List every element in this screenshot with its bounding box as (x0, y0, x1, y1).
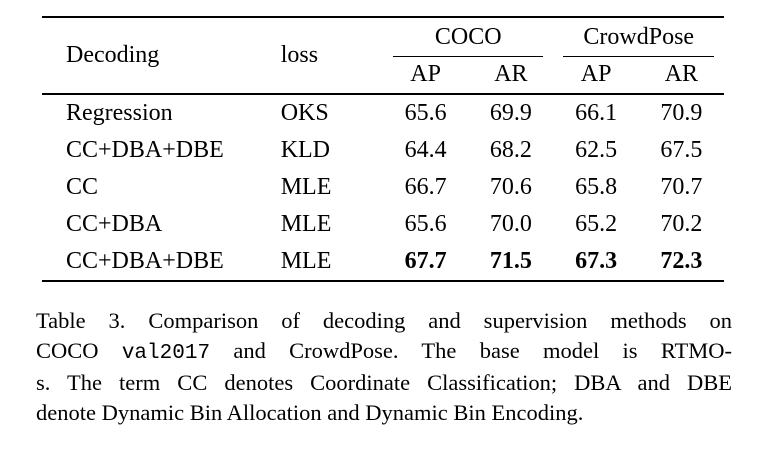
header-group-row: Decoding loss COCO CrowdPose (42, 17, 724, 68)
value-cell: 68.2 (489, 137, 532, 163)
header-group-coco: COCO (383, 17, 554, 57)
value-cell: 66.1 (575, 100, 618, 126)
header-group-coco-label: COCO (392, 18, 544, 57)
decoding-cell: CC+DBA+DBE (66, 248, 224, 274)
decoding-cell: CC+DBA (66, 211, 163, 237)
value-cell: 64.4 (404, 137, 447, 163)
loss-cell: OKS (280, 100, 329, 126)
value-cell: 70.7 (660, 174, 703, 200)
value-cell: 70.9 (660, 100, 703, 126)
value-cell-best: 67.3 (575, 248, 618, 274)
value-cell: 70.2 (660, 211, 703, 237)
loss-cell: MLE (280, 248, 332, 274)
caption-line-2: COCO val2017 and CrowdPose. The base mod… (36, 336, 732, 369)
value-cell-best: 71.5 (489, 248, 532, 274)
caption-line-4: denote Dynamic Bin Allocation and Dynami… (36, 399, 584, 425)
header-group-crowdpose: CrowdPose (553, 17, 724, 57)
loss-cell: KLD (280, 137, 331, 163)
value-cell-best: 72.3 (660, 248, 703, 274)
code-text: val2017 (121, 341, 211, 365)
table-row: Regression OKS 65.6 69.9 66.1 70.9 (42, 94, 724, 132)
caption-text: and CrowdPose. The base model is RTMO- (210, 337, 732, 363)
value-cell: 65.6 (404, 100, 447, 126)
header-decoding: Decoding (66, 42, 160, 68)
header-ar-crowdpose: AR (664, 61, 699, 87)
header-loss: loss (280, 42, 319, 68)
value-cell: 70.6 (489, 174, 532, 200)
table-body: Regression OKS 65.6 69.9 66.1 70.9 CC+DB… (42, 94, 724, 281)
decoding-cell: Regression (66, 100, 173, 126)
value-cell: 66.7 (404, 174, 447, 200)
value-cell: 65.8 (575, 174, 618, 200)
value-cell: 65.2 (575, 211, 618, 237)
table-row-best: CC+DBA+DBE MLE 67.7 71.5 67.3 72.3 (42, 243, 724, 281)
table-row: CC+DBA MLE 65.6 70.0 65.2 70.2 (42, 206, 724, 243)
loss-cell: MLE (280, 211, 332, 237)
value-cell: 69.9 (489, 100, 532, 126)
table-caption: Table 3. Comparison of decoding and supe… (36, 306, 732, 427)
header-sub-row: AP AR AP AR (42, 57, 724, 94)
caption-line-3: s. The term CC denotes Coordinate Classi… (36, 370, 732, 395)
header-ap-crowdpose: AP (580, 61, 612, 87)
caption-text: COCO (36, 337, 122, 363)
header-group-crowdpose-label: CrowdPose (563, 18, 714, 57)
header-ap-coco: AP (410, 61, 441, 87)
caption-line-1: Table 3. Comparison of decoding and supe… (36, 308, 732, 333)
value-cell: 62.5 (575, 137, 618, 163)
table-row: CC+DBA+DBE KLD 64.4 68.2 62.5 67.5 (42, 132, 724, 169)
results-table: Decoding loss COCO CrowdPose AP AR AP AR… (42, 16, 724, 282)
value-cell-best: 67.7 (404, 248, 447, 274)
table-header: Decoding loss COCO CrowdPose AP AR AP AR (42, 17, 724, 94)
decoding-cell: CC+DBA+DBE (66, 137, 224, 163)
table-row: CC MLE 66.7 70.6 65.8 70.7 (42, 169, 724, 206)
loss-cell: MLE (280, 174, 332, 200)
decoding-cell: CC (66, 174, 99, 200)
value-cell: 67.5 (660, 137, 703, 163)
header-ar-coco: AR (494, 61, 528, 87)
value-cell: 65.6 (404, 211, 447, 237)
value-cell: 70.0 (489, 211, 532, 237)
